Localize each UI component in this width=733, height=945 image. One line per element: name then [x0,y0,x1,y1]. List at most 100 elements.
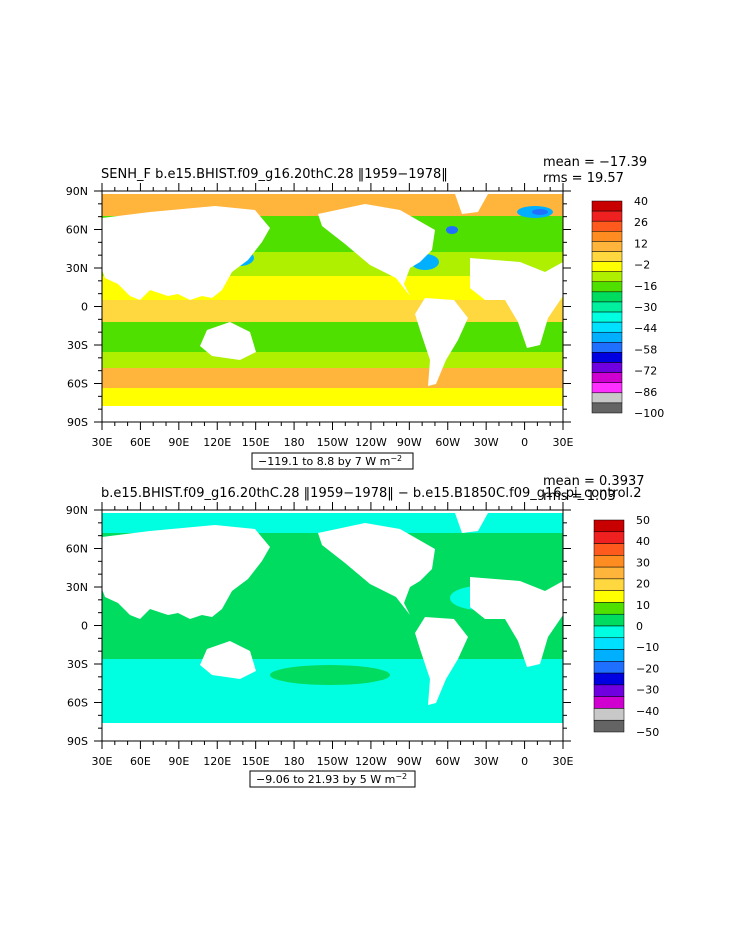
y-tick-label: 90N [66,185,88,198]
x-tick-label: 150W [317,755,349,768]
x-tick-label: 90E [168,436,189,449]
y-tick-label: 30N [66,581,88,594]
y-tick-label: 90N [66,504,88,517]
x-tick-label: 120E [203,436,231,449]
y-tick-label: 60S [67,697,88,710]
x-tick-label: 0 [521,755,528,768]
rms-label-bottom: rms = 1.03 [543,489,616,504]
colorbar-swatch [591,372,623,383]
colorbar-swatch [593,566,625,580]
y-tick-label: 30S [67,339,88,352]
title-top: SENH_F b.e15.BHIST.f09_g16.20thC.28 ‖195… [101,167,448,182]
map-bottom [94,502,571,749]
y-tick-label: 60N [66,224,88,237]
colorbar-label: −2 [634,259,650,272]
land-north-america [318,523,435,615]
x-tick-label: 90E [168,755,189,768]
x-tick-label: 120W [355,436,387,449]
colorbar-bottom: 50 40 30 20 10 0 −10 −20 −30 −40 −50 [593,514,659,739]
title-bottom: b.e15.BHIST.f09_g16.20thC.28 ‖1959−1978‖… [101,486,642,501]
ocean-band [102,689,563,723]
x-tick-label: 60E [130,755,151,768]
land-south-america [415,298,468,386]
range-box-top [251,452,414,470]
colorbar-swatch [591,220,623,232]
colorbar-label: −50 [636,726,659,739]
x-tick-label: 30E [92,436,113,449]
range-label-top: −119.1 to 8.8 by 7 W m [258,455,390,468]
colorbar-swatch [591,321,623,333]
colorbar-swatch [591,402,623,414]
panel-top: SENH_F b.e15.BHIST.f09_g16.20thC.28 ‖195… [66,155,664,470]
svg-text:−119.1 to 8.8 by 7 W m−2: −119.1 to 8.8 by 7 W m−2 [258,454,402,468]
colorbar-swatch [591,271,623,283]
land-north-america [318,204,435,296]
panel-bottom: b.e15.BHIST.f09_g16.20thC.28 ‖1959−1978‖… [66,474,659,788]
colorbar-swatch [593,590,625,603]
x-tick-label: 60W [435,436,460,449]
land-greenland [455,513,488,533]
colorbar-swatch [593,649,625,662]
colorbar-label: −20 [636,662,659,675]
colorbar-label: 50 [636,514,650,527]
colorbar-label: −16 [634,280,657,293]
land-antarctica [102,408,563,422]
colorbar-label: −100 [634,407,664,420]
colorbar-label: −30 [634,301,657,314]
colorbar-swatch [591,311,623,323]
ocean-feature [446,226,458,234]
x-tick-label: 150E [242,436,270,449]
land-eurasia [102,206,270,300]
colorbar-swatch [593,602,625,615]
y-tick-label: 30N [66,262,88,275]
y-tick-label: 60S [67,378,88,391]
colorbar-label: −30 [636,684,659,697]
land-greenland [455,194,488,214]
range-unit-exponent-top: −2 [390,454,402,463]
colorbar-swatch [591,352,623,363]
colorbar-swatch [591,200,623,212]
ocean-band [102,300,563,322]
map-top [94,183,571,430]
y-tick-label: 0 [81,620,88,633]
land-top [102,194,563,422]
land-africa [470,258,563,348]
colorbar-label: −58 [634,343,657,356]
colorbar-swatch [593,519,625,533]
range-unit-exponent-bottom: −2 [395,772,407,781]
colorbar-label: −44 [634,322,657,335]
x-tick-label: 150E [242,755,270,768]
mean-label-top: mean = −17.39 [543,155,647,170]
colorbar-swatch [593,708,625,721]
x-tick-label: 180 [284,436,305,449]
ocean-band [102,629,563,659]
colorbar-label: 20 [636,578,650,591]
colorbar-swatch [593,672,625,686]
colorbar-swatch [593,684,625,697]
colorbar-swatch [591,342,623,353]
ocean-band [102,352,563,368]
colorbar-swatch [591,331,623,343]
land-antarctica [102,725,563,741]
colorbar-swatch [593,696,625,709]
x-tick-label: 30W [474,755,499,768]
mean-label-bottom: mean = 0.3937 [543,474,645,489]
x-tick-label: 90W [397,436,422,449]
colorbar-swatch [591,281,623,293]
x-tick-label: 180 [284,755,305,768]
colorbar-swatch [591,382,623,394]
y-tick-label: 90S [67,416,88,429]
land-africa [470,577,563,667]
colorbar-swatch [593,625,625,639]
x-tick-label: 90W [397,755,422,768]
ocean-band [102,322,563,352]
y-tick-label: 60N [66,543,88,556]
colorbar-label: −72 [634,365,657,378]
colorbar-swatch [593,555,625,568]
colorbar-swatch [591,291,623,303]
colorbar-swatch [593,531,625,544]
ocean-band [102,388,563,406]
x-tick-label: 30E [92,755,113,768]
ocean-feature [240,562,360,598]
land-australia [200,641,256,679]
